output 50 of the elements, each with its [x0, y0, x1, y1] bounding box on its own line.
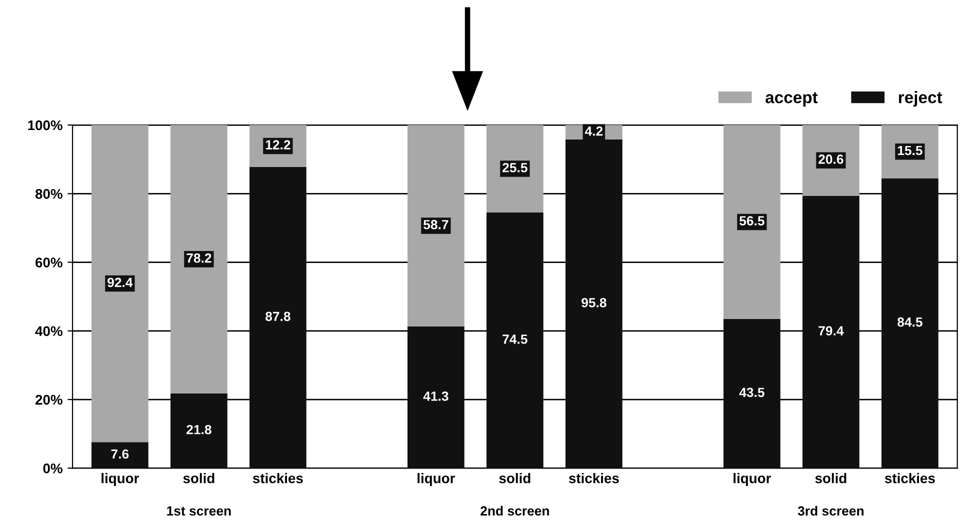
data-label: 15.5 [898, 146, 922, 156]
x-tick-label: liquor [418, 473, 456, 486]
data-label: 43.5 [739, 388, 764, 398]
data-label: 74.5 [502, 334, 528, 344]
x-tick-label: solid [499, 473, 530, 484]
x-tick-label: solid [183, 473, 214, 484]
y-tick-label: 40% [35, 326, 62, 336]
text: 3rd screen [798, 506, 864, 516]
text: 2nd screen [480, 506, 549, 516]
y-tick-label: 80% [35, 188, 62, 199]
bar [881, 178, 938, 468]
data-label: 56.5 [739, 216, 764, 226]
legend-label: reject [898, 91, 942, 107]
data-label: 78.2 [186, 253, 212, 263]
y-tick-label: 0% [43, 463, 62, 474]
legend-label: accept [766, 92, 818, 107]
x-tick-label: stickies [568, 473, 619, 484]
data-label: 92.4 [108, 278, 133, 288]
bar [486, 125, 544, 213]
data-label: 79.4 [818, 326, 844, 336]
bar [407, 326, 464, 468]
bar [91, 125, 148, 442]
y-tick-label: 60% [36, 258, 62, 268]
data-label: 41.3 [423, 392, 448, 401]
text: 1st screen [167, 506, 231, 516]
data-label: 58.7 [423, 220, 448, 230]
x-tick-label: liquor [102, 473, 140, 486]
data-label: 12.2 [266, 140, 290, 150]
y-tick-label: 20% [35, 394, 62, 405]
bar [170, 393, 228, 468]
y-tick-label: 100% [28, 120, 62, 130]
bar [723, 125, 780, 319]
data-label: 95.8 [582, 298, 606, 308]
data-label: 87.8 [266, 312, 290, 322]
x-tick-label: stickies [884, 473, 935, 484]
data-label: 7.6 [111, 449, 129, 459]
bar [486, 212, 544, 468]
bar [249, 166, 306, 468]
data-label: 84.5 [898, 317, 922, 327]
data-label: 21.8 [186, 424, 212, 434]
bar [407, 125, 464, 326]
x-tick-label: stickies [252, 473, 303, 484]
bar [170, 125, 228, 394]
x-tick-label: solid [815, 473, 846, 484]
bar [802, 196, 860, 468]
x-tick-label: liquor [734, 473, 772, 486]
bar [723, 318, 780, 468]
data-label: 25.5 [502, 162, 528, 172]
data-label: 20.6 [818, 154, 844, 164]
data-label: 4.2 [584, 126, 603, 136]
